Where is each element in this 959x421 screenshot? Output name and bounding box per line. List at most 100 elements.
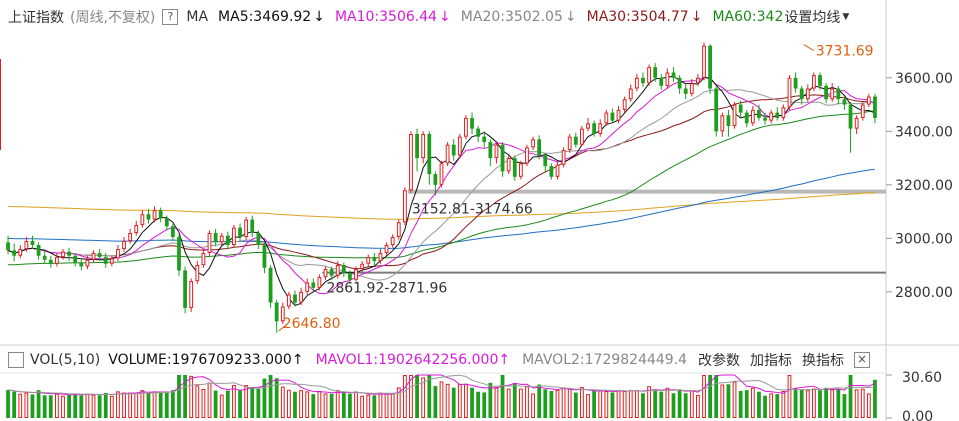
candle-body: [384, 245, 389, 254]
candle-body: [799, 88, 804, 100]
change-params-button[interactable]: 改参数: [698, 353, 740, 369]
volume-bar: [311, 394, 316, 418]
ma20-line: [7, 89, 875, 281]
candle: [384, 242, 389, 256]
volume-bar: [555, 389, 560, 419]
close-indicator-icon[interactable]: ×: [854, 352, 870, 368]
candle-body: [341, 265, 346, 274]
ma30-arrow: ↓: [690, 9, 703, 25]
gap-range-high-label: 3152.81-3174.66: [412, 201, 533, 217]
indicator-buttons: 改参数 加指标 换指标 ×: [698, 348, 870, 372]
set-ma-caret-icon[interactable]: ▼: [842, 12, 850, 22]
candle: [665, 68, 670, 89]
volume-bar: [512, 383, 517, 418]
candle-body: [781, 107, 786, 118]
candle-body: [531, 139, 535, 148]
volume-bar: [109, 395, 114, 419]
volume-bar: [518, 388, 523, 418]
candle: [763, 112, 767, 125]
volume-bar: [580, 387, 584, 418]
candle: [390, 234, 395, 248]
volume-bar: [775, 394, 780, 418]
candle: [341, 262, 346, 278]
add-indicator-button[interactable]: 加指标: [750, 353, 792, 369]
candle-body: [79, 262, 84, 267]
volume-bar: [763, 395, 767, 418]
candle: [97, 249, 102, 262]
volume-bar: [470, 387, 474, 418]
volume-bar: [128, 392, 133, 419]
candle-body: [85, 259, 90, 267]
volume-bar: [305, 391, 310, 418]
candle: [812, 72, 816, 92]
candle: [6, 235, 10, 255]
volume-bar: [79, 395, 84, 418]
candle: [85, 255, 90, 270]
candle: [805, 84, 810, 102]
candle-body: [763, 117, 767, 121]
mavol2-line: [8, 374, 875, 396]
candle: [702, 42, 706, 81]
y-tick-label: 3200.00: [895, 178, 953, 194]
candle: [500, 142, 505, 177]
y-tick-label: 3000.00: [895, 231, 953, 247]
collapse-icon[interactable]: [8, 352, 24, 368]
volume-bar: [42, 395, 47, 418]
switch-indicator-button[interactable]: 换指标: [802, 353, 844, 369]
candle: [335, 261, 340, 279]
volume-bar: [354, 391, 358, 418]
volume-bar: [659, 391, 664, 418]
volume-bar: [335, 390, 340, 419]
candle: [860, 101, 865, 121]
candle: [286, 291, 291, 310]
candle: [402, 187, 407, 225]
candle: [439, 160, 444, 188]
candle: [586, 117, 590, 132]
help-button[interactable]: ?: [162, 9, 179, 25]
volume-bar: [531, 393, 535, 419]
candle-body: [30, 241, 35, 246]
candle: [268, 265, 273, 308]
candle: [67, 247, 71, 262]
volume-bar: [476, 391, 481, 418]
candle: [378, 249, 383, 264]
volume-bar: [18, 393, 23, 418]
candle: [36, 242, 41, 260]
volume-bar: [390, 393, 395, 419]
candle-body: [445, 144, 450, 164]
volume-bar: [873, 379, 877, 418]
candle-body: [848, 104, 853, 129]
candle: [854, 115, 859, 134]
candle: [207, 230, 212, 256]
candle: [451, 139, 456, 161]
candle: [549, 163, 554, 180]
candle-body: [134, 224, 139, 233]
volume-bar: [665, 387, 670, 418]
candle: [866, 93, 871, 108]
volume-bar: [85, 393, 90, 418]
candle: [482, 131, 487, 148]
candle-body: [604, 112, 609, 124]
candle: [158, 207, 163, 223]
candle-body: [299, 291, 303, 303]
candle-body: [836, 88, 841, 100]
candle-body: [42, 255, 47, 260]
volume-bar: [24, 392, 29, 419]
set-ma-button[interactable]: 设置均线: [784, 10, 841, 26]
candle-body: [274, 302, 279, 322]
candle-body: [103, 257, 108, 264]
volume-bar: [537, 384, 542, 418]
candle-body: [73, 255, 78, 263]
candle-body: [464, 117, 468, 137]
volume-bar: [708, 375, 713, 418]
candle-body: [641, 77, 645, 84]
candles: [6, 42, 877, 333]
volume-bar: [402, 375, 407, 418]
candle: [775, 107, 780, 121]
candle-body: [12, 250, 17, 256]
candle-body: [201, 253, 206, 266]
candle-body: [592, 123, 597, 134]
candle-body: [372, 257, 377, 262]
